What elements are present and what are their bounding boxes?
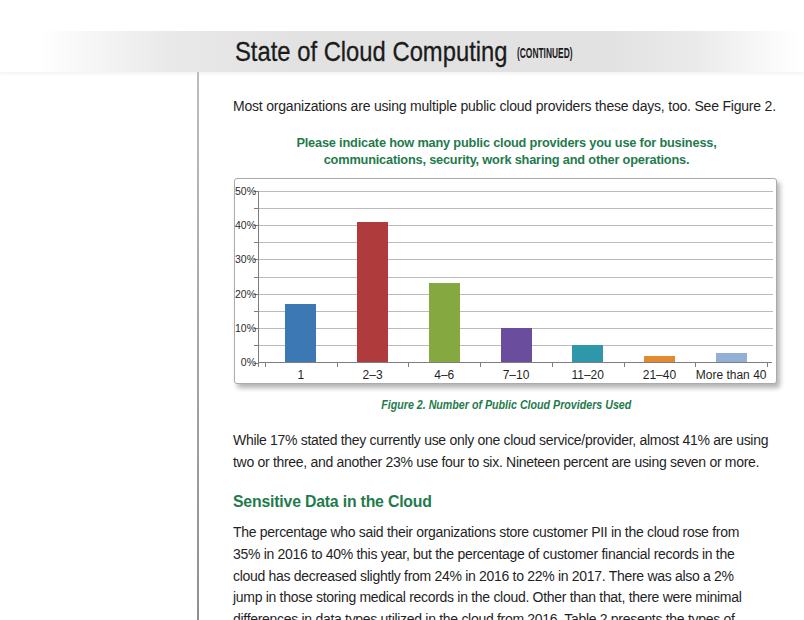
y-axis-tick xyxy=(254,345,259,346)
y-axis-label: 0% xyxy=(222,356,256,368)
x-axis-label: 21–40 xyxy=(624,368,696,382)
x-axis-tick xyxy=(552,363,553,367)
x-axis-tick xyxy=(408,363,409,367)
text-line: communications, security, work sharing a… xyxy=(248,152,765,169)
page-edge-line xyxy=(197,72,199,620)
gridline xyxy=(259,277,773,278)
gridline xyxy=(259,311,773,312)
bar-1 xyxy=(285,304,316,362)
bar-7–10 xyxy=(501,328,532,362)
text-line: differences in data types utilized in th… xyxy=(233,609,742,620)
figure-2-bar-chart: 0%10%20%30%40%50%12–34–67–1011–2021–40Mo… xyxy=(234,178,777,384)
page-title-continued: (CONTINUED) xyxy=(517,31,573,72)
text-line: two or three, and another 23% use four t… xyxy=(233,452,768,474)
y-axis-label: 50% xyxy=(222,185,256,197)
gridline xyxy=(259,259,773,260)
y-axis-tick xyxy=(254,311,259,312)
x-axis-label: 2–3 xyxy=(337,368,409,382)
x-axis-tick xyxy=(265,363,266,367)
header-band: State of Cloud Computing (CONTINUED) xyxy=(0,31,804,72)
text-line: 35% in 2016 to 40% this year, but the pe… xyxy=(233,544,742,566)
text-line: Please indicate how many public cloud pr… xyxy=(248,135,765,152)
x-axis-label: 1 xyxy=(265,368,337,382)
x-axis-tick xyxy=(767,363,768,367)
y-axis-label: 40% xyxy=(222,219,256,231)
text-line: cloud has decreased slightly from 24% in… xyxy=(233,566,742,588)
gridline xyxy=(259,208,773,209)
x-axis-tick xyxy=(480,363,481,367)
gridline xyxy=(259,242,773,243)
x-axis-label: 11–20 xyxy=(552,368,624,382)
section-heading: Sensitive Data in the Cloud xyxy=(233,490,432,514)
text-line: While 17% stated they currently use only… xyxy=(233,430,768,452)
gridline xyxy=(259,294,773,295)
intro-paragraph: Most organizations are using multiple pu… xyxy=(233,96,793,116)
paragraph-sensitive-data: The percentage who said their organizati… xyxy=(233,522,742,620)
y-axis-tick xyxy=(254,277,259,278)
bar-21–40 xyxy=(644,356,675,362)
y-axis-label: 30% xyxy=(222,253,256,265)
y-axis-label: 20% xyxy=(222,288,256,300)
paragraph-providers: While 17% stated they currently use only… xyxy=(233,430,768,474)
x-axis-label: 4–6 xyxy=(408,368,480,382)
y-axis-label: 10% xyxy=(222,322,256,334)
y-axis-end-tick xyxy=(258,363,259,367)
bar-More than 40 xyxy=(716,353,747,362)
bar-2–3 xyxy=(357,222,388,362)
figure-caption-text: Figure 2. Number of Public Cloud Provide… xyxy=(381,397,631,412)
figure-caption: Figure 2. Number of Public Cloud Provide… xyxy=(233,397,780,412)
x-axis-tick xyxy=(624,363,625,367)
x-axis-tick xyxy=(695,363,696,367)
x-axis-label: More than 40 xyxy=(695,368,767,382)
figure-title: Please indicate how many public cloud pr… xyxy=(233,135,780,168)
chart-plot-area: 0%10%20%30%40%50%12–34–67–1011–2021–40Mo… xyxy=(258,192,772,363)
bar-11–20 xyxy=(572,345,603,362)
text-line: The percentage who said their organizati… xyxy=(233,522,742,544)
x-axis-tick xyxy=(337,363,338,367)
y-axis-tick xyxy=(254,242,259,243)
bar-4–6 xyxy=(429,283,460,362)
report-page: State of Cloud Computing (CONTINUED) Mos… xyxy=(0,0,804,620)
text-line: jump in those storing medical records in… xyxy=(233,587,742,609)
gridline xyxy=(259,225,773,226)
gridline xyxy=(259,191,773,192)
page-title: State of Cloud Computing xyxy=(235,31,508,72)
y-axis-tick xyxy=(254,208,259,209)
x-axis-label: 7–10 xyxy=(480,368,552,382)
